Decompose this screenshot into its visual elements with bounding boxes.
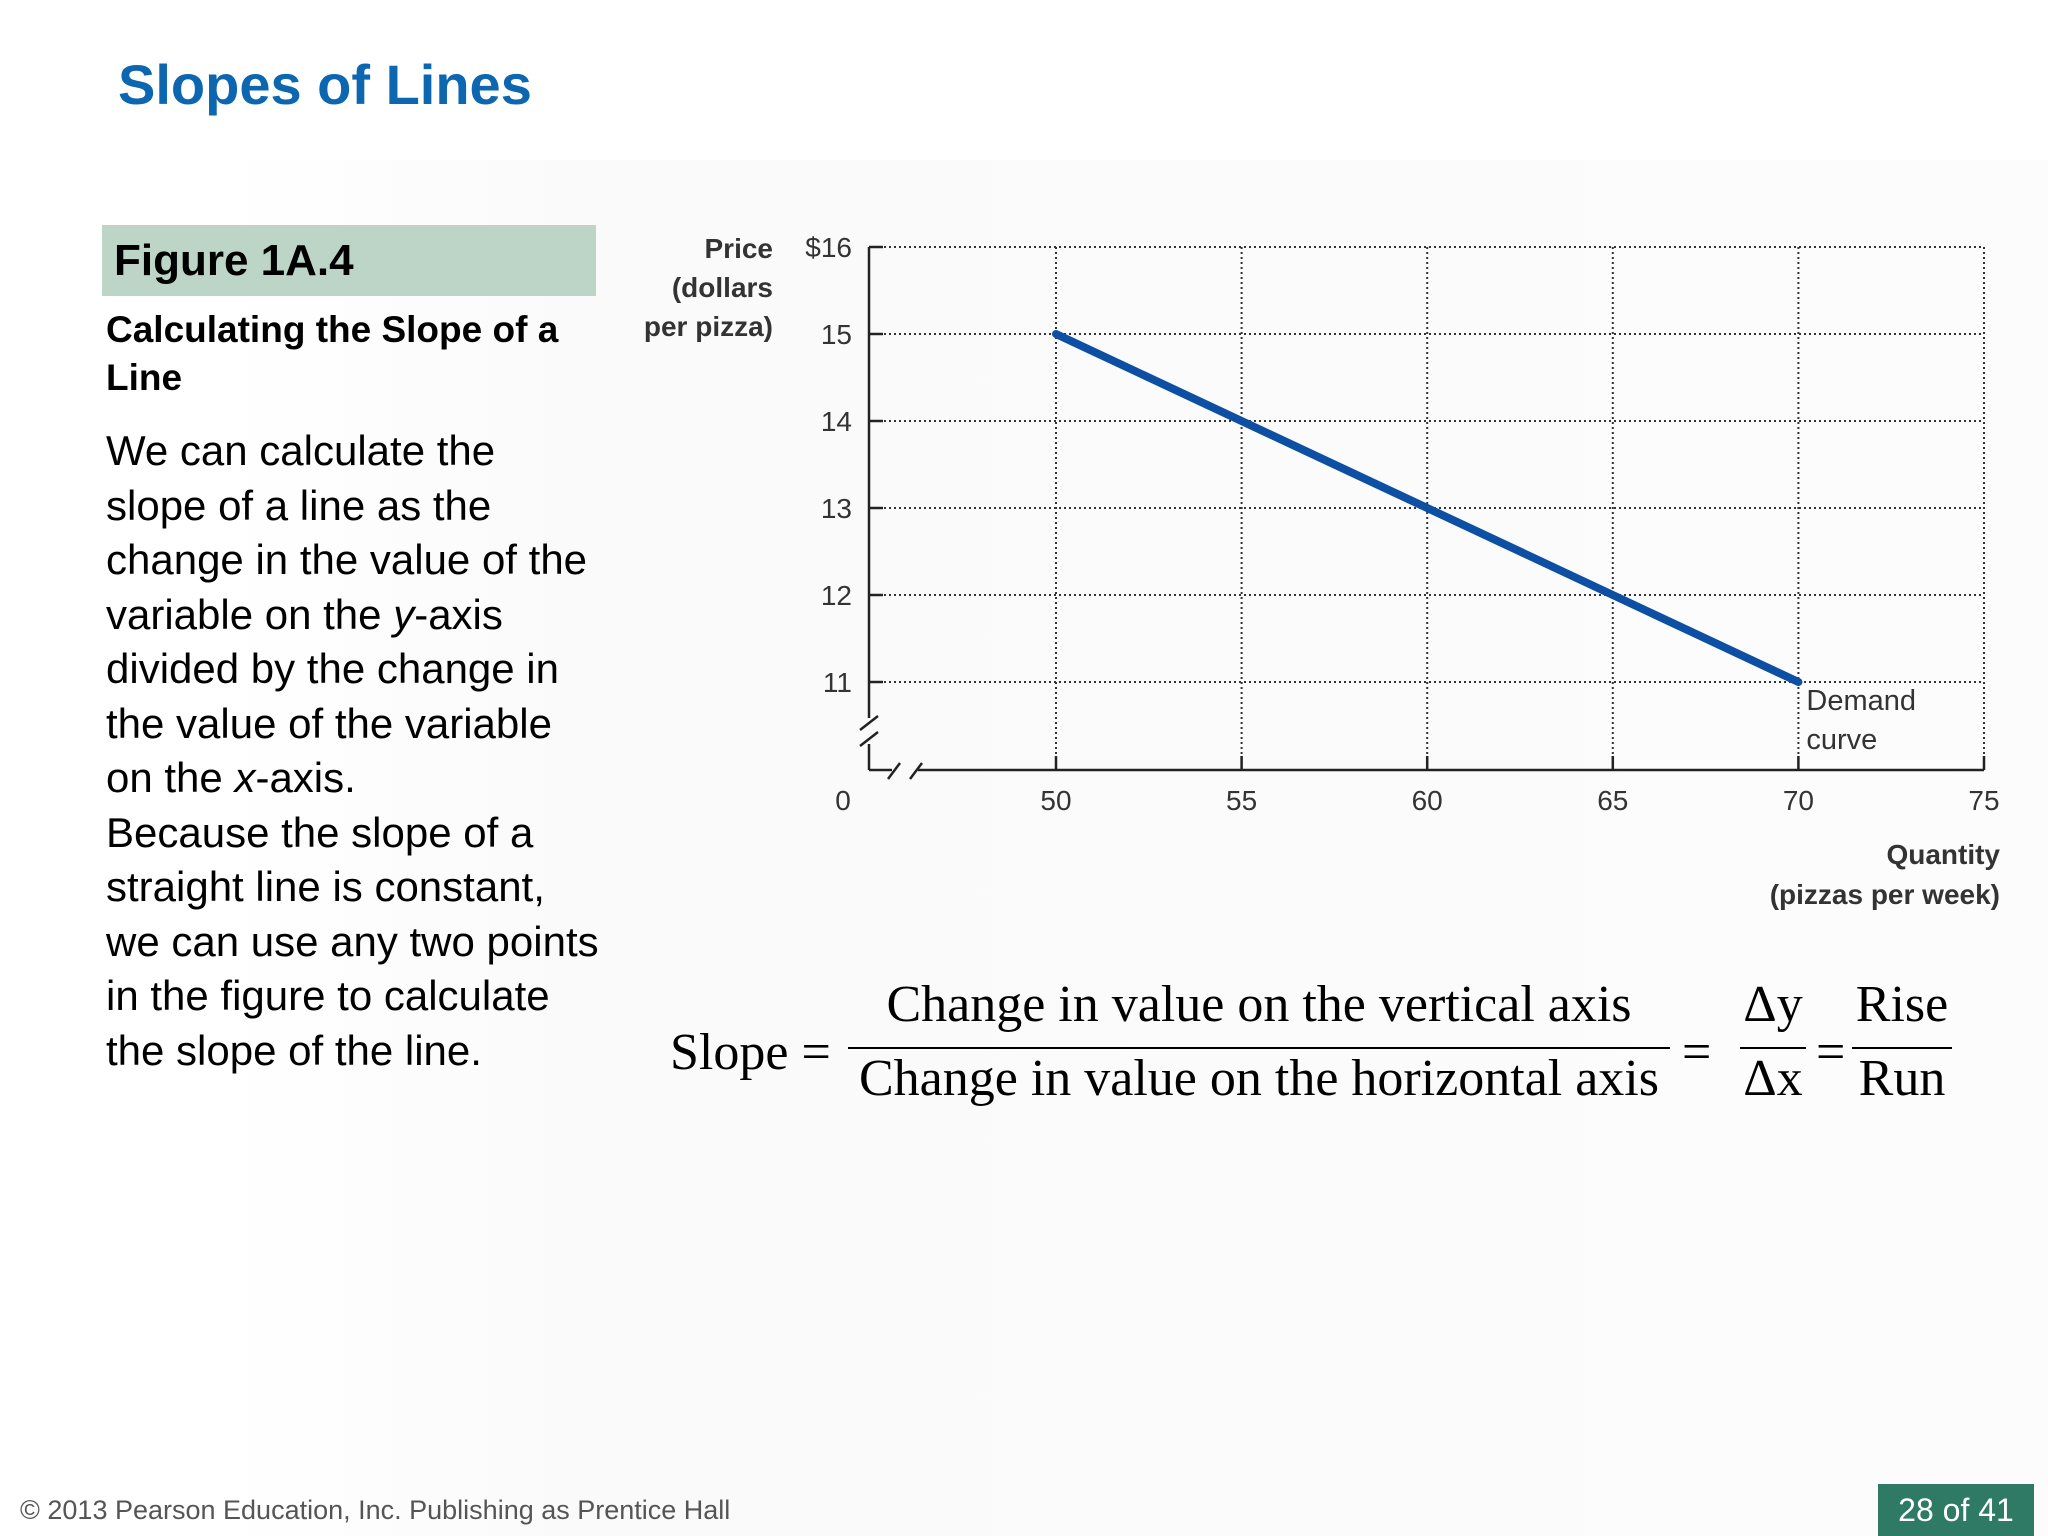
y-tick-label: $16: [805, 232, 852, 263]
y-axis-title: per pizza): [644, 311, 773, 342]
x-tick-label: 65: [1597, 785, 1628, 816]
formula-equals-1: =: [1682, 1024, 1712, 1081]
formula-delta-y: Δy: [1743, 976, 1803, 1033]
origin-label: 0: [835, 785, 851, 816]
body-paragraph-1: We can calculate the slope of a line as …: [106, 427, 588, 801]
y-axis-title: Price: [705, 233, 774, 264]
demand-curve-line: [1052, 330, 1803, 686]
x-axis-break-mark: [909, 762, 923, 780]
x-tick-label: 50: [1040, 785, 1071, 816]
y-tick-label: 15: [821, 319, 852, 350]
figure-label: Figure 1A.4: [102, 225, 596, 296]
formula-denominator: Change in value on the horizontal axis: [858, 1050, 1659, 1107]
x-axis-break-mark: [887, 762, 901, 780]
y-tick-label: 13: [821, 493, 852, 524]
x-tick-label: 75: [1968, 785, 1999, 816]
y-axis-title: (dollars: [672, 272, 773, 303]
demand-curve-label: curve: [1806, 724, 1877, 756]
y-tick-label: 12: [821, 580, 852, 611]
formula-delta-x: Δx: [1743, 1050, 1803, 1107]
formula-run: Run: [1858, 1050, 1946, 1107]
figure-subtitle: Calculating the Slope of a Line: [106, 309, 559, 398]
fraction-bar: [848, 1047, 1670, 1049]
x-tick-label: 55: [1226, 785, 1257, 816]
body-paragraph-2: Because the slope of a straight line is …: [106, 808, 599, 1074]
x-axis-title: (pizzas per week): [1770, 879, 2000, 910]
formula-numerator: Change in value on the vertical axis: [886, 976, 1632, 1033]
x-axis-title: Quantity: [1886, 839, 2000, 870]
formula-rise: Rise: [1855, 976, 1949, 1033]
x-tick-label: 60: [1412, 785, 1443, 816]
formula-equals-2: =: [1816, 1024, 1846, 1081]
y-tick-label: 11: [823, 667, 852, 698]
slide-title: Slopes of Lines: [118, 53, 532, 116]
formula-lhs: Slope =: [670, 1024, 831, 1081]
x-tick-label: 70: [1783, 785, 1814, 816]
page-number: 28 of 41: [1878, 1484, 2034, 1536]
demand-curve-label: Demand: [1806, 685, 1916, 717]
y-axis-break-mark: [859, 731, 879, 747]
y-axis-break-mark: [859, 715, 879, 731]
body-text: We can calculate the slope of a line as …: [106, 424, 606, 1078]
fraction-bar: [1852, 1047, 1952, 1049]
background-tint: [220, 160, 2048, 1536]
copyright-footer: © 2013 Pearson Education, Inc. Publishin…: [20, 1495, 731, 1525]
y-tick-label: 14: [821, 406, 852, 437]
fraction-bar: [1740, 1047, 1806, 1049]
